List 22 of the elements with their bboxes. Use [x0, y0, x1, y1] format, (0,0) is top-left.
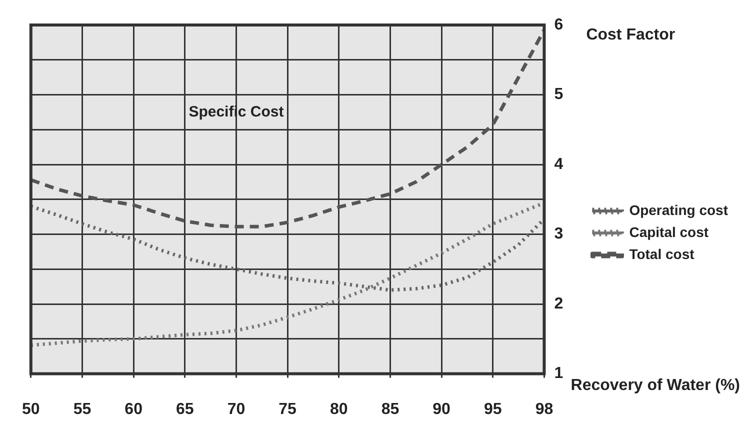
y-tick-label: 2	[554, 295, 564, 312]
y-tick-label: 4	[554, 156, 564, 173]
x-tick-label: 75	[278, 400, 297, 418]
legend-label: Total cost	[629, 246, 695, 262]
x-tick-label: 65	[176, 400, 194, 418]
legend-label: Capital cost	[629, 224, 709, 240]
y-axis-title: Cost Factor	[586, 26, 676, 44]
y-tick-label: 3	[554, 226, 564, 243]
y-tick-label: 6	[554, 16, 564, 34]
x-tick-label: 98	[535, 400, 554, 418]
x-tick-label: 55	[73, 400, 92, 418]
x-tick-label: 85	[381, 400, 400, 418]
x-tick-label: 90	[432, 400, 451, 418]
legend-label: Operating cost	[629, 202, 728, 218]
x-tick-label: 50	[22, 400, 40, 418]
x-tick-label: 70	[227, 400, 246, 418]
x-axis-title: Recovery of Water (%)	[570, 377, 740, 394]
y-tick-label: 1	[554, 365, 564, 382]
x-tick-label: 60	[124, 400, 143, 418]
x-tick-label: 95	[484, 400, 502, 418]
x-tick-label: 80	[330, 400, 348, 418]
y-tick-label: 5	[554, 86, 564, 104]
